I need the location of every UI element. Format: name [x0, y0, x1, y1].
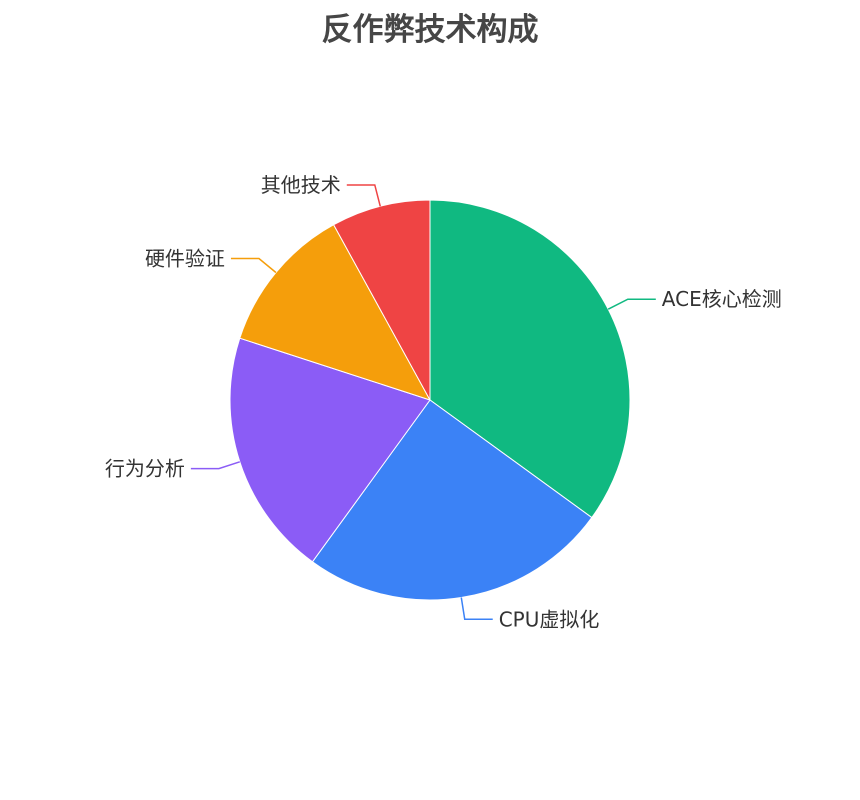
pie-slice[interactable]: [332, 199, 431, 401]
slice-label: ACE核心检测: [662, 287, 782, 311]
pie-slice[interactable]: [239, 224, 432, 401]
pie-slice[interactable]: [311, 399, 593, 601]
label-leader-line: [607, 298, 656, 310]
slice-label: 行为分析: [105, 457, 185, 481]
chart-title: 反作弊技术构成: [321, 12, 539, 48]
pie-slice[interactable]: [229, 337, 431, 563]
label-leader-line: [190, 461, 241, 470]
label-leader-line: [460, 597, 493, 621]
pie-slice[interactable]: [429, 199, 631, 519]
label-leader-line: [346, 184, 381, 207]
slice-label: CPU虚拟化: [499, 607, 600, 631]
slice-label: 硬件验证: [145, 246, 225, 270]
slice-label: 其他技术: [261, 173, 341, 197]
label-leader-line: [230, 257, 277, 274]
